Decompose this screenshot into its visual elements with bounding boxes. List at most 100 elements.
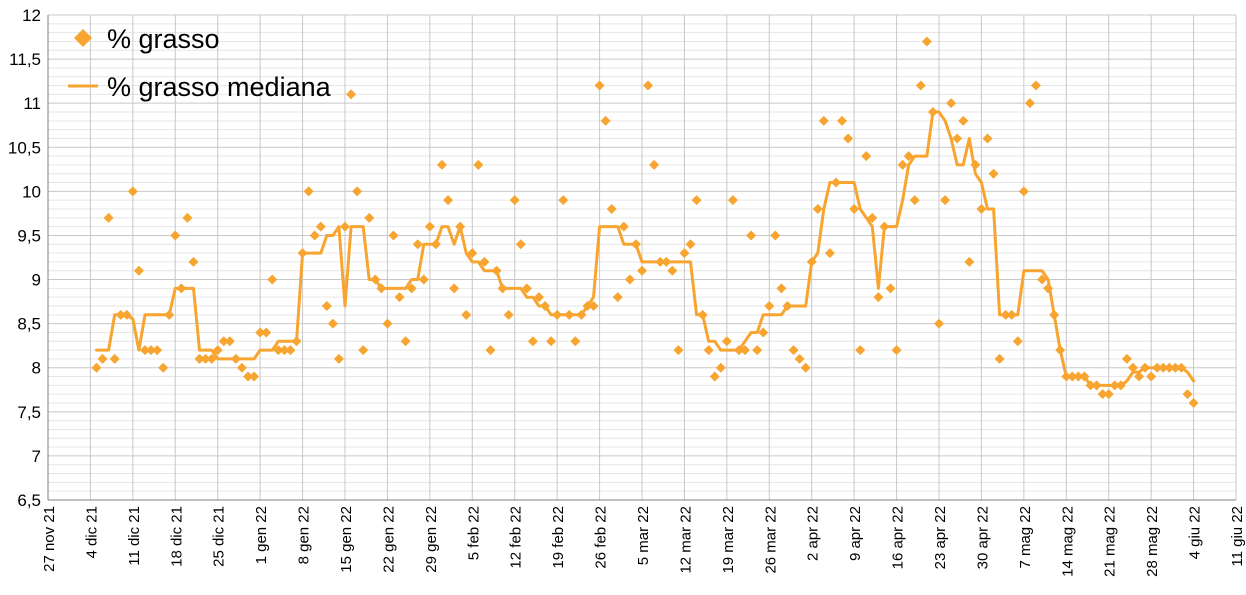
data-point-grasso bbox=[1079, 371, 1090, 382]
data-point-grasso bbox=[109, 353, 120, 364]
data-point-grasso bbox=[1012, 336, 1023, 347]
data-point-grasso bbox=[449, 283, 460, 294]
data-point-grasso bbox=[655, 256, 666, 267]
data-point-grasso bbox=[733, 345, 744, 356]
x-tick-labels: 27 nov 21 4 dic 21 11 dic 21 18 dic 21 25 di… bbox=[41, 506, 1246, 577]
y-tick-label: 7,5 bbox=[17, 403, 41, 422]
x-tick-label: 15 gen 22 bbox=[338, 506, 355, 573]
data-point-grasso bbox=[358, 345, 369, 356]
data-point-grasso bbox=[158, 362, 169, 373]
data-point-grasso bbox=[697, 309, 708, 320]
data-point-grasso bbox=[849, 204, 860, 214]
data-point-grasso bbox=[115, 309, 126, 320]
data-point-grasso bbox=[721, 336, 732, 347]
data-point-grasso bbox=[715, 362, 726, 373]
data-point-grasso bbox=[1030, 80, 1041, 91]
data-point-grasso bbox=[139, 345, 150, 356]
data-point-grasso bbox=[1006, 309, 1017, 320]
data-point-grasso bbox=[934, 318, 944, 329]
data-point-grasso bbox=[988, 168, 999, 179]
data-point-grasso bbox=[1024, 98, 1035, 109]
data-point-grasso bbox=[1055, 345, 1066, 356]
data-point-grasso bbox=[806, 256, 817, 267]
x-tick-label: 28 mag 22 bbox=[1144, 506, 1161, 577]
data-point-grasso bbox=[206, 353, 217, 364]
data-point-grasso bbox=[679, 248, 690, 259]
data-point-grasso bbox=[618, 221, 629, 232]
data-point-grasso bbox=[1097, 389, 1108, 400]
data-point-grasso bbox=[630, 239, 641, 250]
x-tick-label: 11 giu 22 bbox=[1229, 506, 1246, 567]
data-point-grasso bbox=[812, 204, 823, 214]
data-point-grasso bbox=[267, 274, 278, 285]
x-tick-label: 25 dic 21 bbox=[211, 506, 228, 567]
x-tick-label: 19 feb 22 bbox=[550, 506, 567, 569]
data-point-grasso bbox=[243, 371, 254, 382]
data-point-grasso bbox=[127, 186, 138, 197]
data-point-grasso bbox=[637, 265, 647, 276]
data-point-grasso bbox=[921, 36, 932, 47]
y-tick-label: 10,5 bbox=[8, 138, 41, 157]
data-point-grasso bbox=[230, 353, 241, 364]
data-point-grasso bbox=[327, 318, 338, 329]
data-point-grasso bbox=[576, 309, 587, 320]
data-point-grasso bbox=[891, 345, 902, 356]
data-point-grasso bbox=[176, 283, 187, 294]
data-point-grasso bbox=[952, 133, 963, 144]
y-tick-label: 6,5 bbox=[17, 491, 41, 510]
data-point-grasso bbox=[346, 89, 357, 100]
data-point-grasso bbox=[782, 301, 793, 311]
data-point-grasso bbox=[1043, 283, 1054, 294]
x-tick-label: 12 mar 22 bbox=[677, 506, 694, 574]
data-point-grasso bbox=[321, 301, 332, 311]
data-point-grasso bbox=[661, 256, 672, 267]
data-point-grasso bbox=[758, 327, 769, 338]
data-point-grasso bbox=[685, 239, 696, 250]
data-point-grasso bbox=[1182, 389, 1193, 400]
x-tick-label: 4 giu 22 bbox=[1187, 506, 1204, 559]
data-point-grasso bbox=[261, 327, 272, 338]
data-point-grasso bbox=[424, 221, 435, 232]
data-point-grasso bbox=[249, 371, 260, 382]
data-point-grasso bbox=[273, 345, 284, 356]
data-point-grasso bbox=[691, 195, 702, 206]
data-point-grasso bbox=[776, 283, 787, 294]
series-line-grasso-mediana bbox=[95, 110, 1196, 387]
data-point-grasso bbox=[491, 265, 502, 276]
data-point-grasso bbox=[418, 274, 429, 285]
data-point-grasso bbox=[200, 353, 211, 364]
data-point-grasso bbox=[727, 195, 738, 206]
data-point-grasso bbox=[1085, 380, 1096, 391]
data-point-grasso bbox=[400, 336, 411, 347]
data-point-grasso bbox=[170, 230, 181, 241]
data-point-grasso bbox=[388, 230, 399, 241]
data-point-grasso bbox=[855, 345, 866, 356]
data-point-grasso bbox=[146, 345, 157, 356]
data-point-grasso bbox=[515, 239, 526, 250]
data-point-grasso bbox=[709, 371, 720, 382]
data-point-grasso bbox=[376, 283, 387, 294]
series-marker-layer bbox=[91, 36, 1199, 408]
data-point-grasso bbox=[121, 309, 132, 320]
data-point-grasso bbox=[873, 292, 884, 303]
data-point-grasso bbox=[1018, 186, 1029, 197]
data-point-grasso bbox=[867, 212, 878, 223]
x-tick-label: 29 gen 22 bbox=[423, 506, 440, 573]
data-point-grasso bbox=[1140, 362, 1151, 373]
data-point-grasso bbox=[1146, 371, 1157, 382]
data-point-grasso bbox=[982, 133, 993, 144]
data-point-grasso bbox=[164, 309, 175, 320]
data-point-grasso bbox=[479, 256, 490, 267]
data-point-grasso bbox=[612, 292, 623, 303]
data-point-grasso bbox=[1103, 389, 1114, 400]
data-point-grasso bbox=[315, 221, 326, 232]
data-point-grasso bbox=[830, 177, 841, 188]
x-tick-label: 2 apr 22 bbox=[805, 506, 822, 561]
data-point-grasso bbox=[818, 115, 829, 126]
data-point-grasso bbox=[703, 345, 714, 356]
data-point-grasso bbox=[940, 195, 951, 206]
data-point-grasso bbox=[564, 309, 575, 320]
data-point-grasso bbox=[746, 230, 757, 241]
